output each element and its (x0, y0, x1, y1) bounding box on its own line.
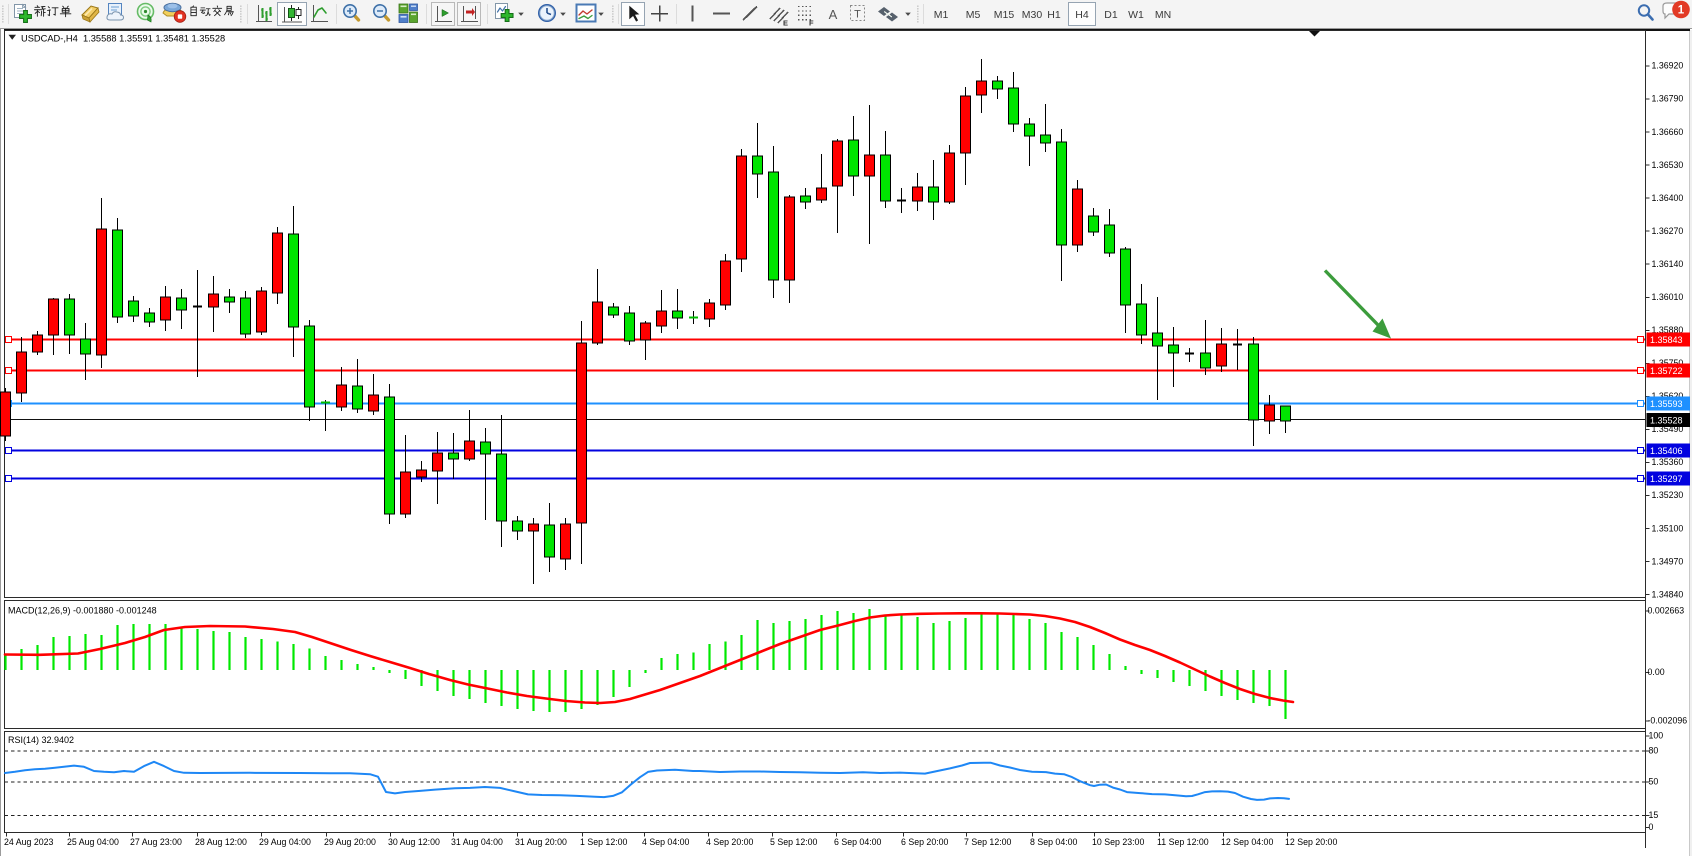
svg-text:11 Sep 12:00: 11 Sep 12:00 (1157, 837, 1209, 847)
svg-text:1.36010: 1.36010 (1652, 292, 1684, 302)
svg-text:1 Sep 12:00: 1 Sep 12:00 (580, 837, 628, 847)
svg-text:31 Aug 04:00: 31 Aug 04:00 (451, 837, 503, 847)
svg-text:100: 100 (1649, 731, 1664, 741)
svg-text:28 Aug 12:00: 28 Aug 12:00 (195, 837, 247, 847)
svg-text:1.35593: 1.35593 (1650, 399, 1683, 409)
svg-text:1.36530: 1.36530 (1652, 160, 1684, 170)
svg-text:31 Aug 20:00: 31 Aug 20:00 (515, 837, 567, 847)
svg-text:1: 1 (1678, 5, 1685, 17)
svg-text:A: A (829, 7, 838, 22)
svg-text:T: T (854, 9, 861, 21)
svg-text:25 Aug 04:00: 25 Aug 04:00 (67, 837, 119, 847)
svg-text:1.35750: 1.35750 (1652, 358, 1684, 368)
svg-text:M15: M15 (994, 9, 1015, 21)
svg-text:1.35722: 1.35722 (1650, 366, 1683, 376)
svg-text:1.35843: 1.35843 (1650, 335, 1683, 345)
svg-text:1.35100: 1.35100 (1652, 523, 1684, 533)
svg-text:29 Aug 20:00: 29 Aug 20:00 (324, 837, 376, 847)
svg-text:M30: M30 (1022, 9, 1043, 21)
svg-text:MN: MN (1155, 9, 1171, 21)
svg-text:1.35230: 1.35230 (1652, 490, 1684, 500)
svg-text:4 Sep 04:00: 4 Sep 04:00 (642, 837, 690, 847)
svg-text:0: 0 (1649, 822, 1654, 832)
svg-text:15: 15 (1649, 810, 1659, 820)
svg-text:30 Aug 12:00: 30 Aug 12:00 (388, 837, 440, 847)
svg-text:27 Aug 23:00: 27 Aug 23:00 (130, 837, 182, 847)
svg-text:1.35406: 1.35406 (1650, 446, 1683, 456)
svg-text:50: 50 (1649, 777, 1659, 787)
svg-text:M1: M1 (934, 9, 949, 21)
svg-text:1.35880: 1.35880 (1652, 325, 1684, 335)
svg-text:12 Sep 20:00: 12 Sep 20:00 (1285, 837, 1337, 847)
svg-text:29 Aug 04:00: 29 Aug 04:00 (259, 837, 311, 847)
svg-text:1.35490: 1.35490 (1652, 424, 1684, 434)
svg-text:0.002663: 0.002663 (1648, 606, 1685, 616)
svg-text:-0.002096: -0.002096 (1648, 716, 1688, 726)
svg-text:1.34970: 1.34970 (1652, 556, 1684, 566)
svg-text:12 Sep 04:00: 12 Sep 04:00 (1221, 837, 1273, 847)
svg-text:5 Sep 12:00: 5 Sep 12:00 (770, 837, 818, 847)
svg-text:10 Sep 23:00: 10 Sep 23:00 (1092, 837, 1144, 847)
svg-text:MACD(12,26,9) -0.001880 -0.001: MACD(12,26,9) -0.001880 -0.001248 (8, 606, 157, 616)
svg-text:W1: W1 (1128, 9, 1144, 21)
svg-text:1.35360: 1.35360 (1652, 457, 1684, 467)
svg-text:H1: H1 (1047, 9, 1061, 21)
svg-text:1.35528: 1.35528 (1650, 416, 1683, 426)
svg-text:24 Aug 2023: 24 Aug 2023 (4, 837, 54, 847)
svg-text:1.36140: 1.36140 (1652, 259, 1684, 269)
svg-text:80: 80 (1649, 746, 1659, 756)
svg-text:H4: H4 (1075, 9, 1089, 21)
svg-text:7 Sep 12:00: 7 Sep 12:00 (964, 837, 1012, 847)
svg-text:F: F (809, 19, 814, 28)
svg-text:1.35297: 1.35297 (1650, 474, 1683, 484)
svg-text:1.34840: 1.34840 (1652, 589, 1684, 599)
svg-text:8 Sep 04:00: 8 Sep 04:00 (1030, 837, 1078, 847)
svg-text:M5: M5 (966, 9, 981, 21)
svg-text:1.36270: 1.36270 (1652, 226, 1684, 236)
svg-text:0.00: 0.00 (1648, 667, 1665, 677)
svg-text:1.36790: 1.36790 (1652, 94, 1684, 104)
svg-text:1.36920: 1.36920 (1652, 61, 1684, 71)
svg-text:E: E (783, 19, 788, 28)
svg-text:4 Sep 20:00: 4 Sep 20:00 (706, 837, 754, 847)
svg-text:USDCAD-,H4 1.35588 1.35591 1.: USDCAD-,H4 1.35588 1.35591 1.35481 1.355… (21, 34, 225, 44)
svg-text:1.35620: 1.35620 (1652, 391, 1684, 401)
svg-text:6 Sep 04:00: 6 Sep 04:00 (834, 837, 882, 847)
svg-text:6 Sep 20:00: 6 Sep 20:00 (901, 837, 949, 847)
svg-text:D1: D1 (1104, 9, 1118, 21)
svg-text:1.36660: 1.36660 (1652, 127, 1684, 137)
svg-text:RSI(14) 32.9402: RSI(14) 32.9402 (8, 735, 74, 745)
svg-text:1.36400: 1.36400 (1652, 193, 1684, 203)
